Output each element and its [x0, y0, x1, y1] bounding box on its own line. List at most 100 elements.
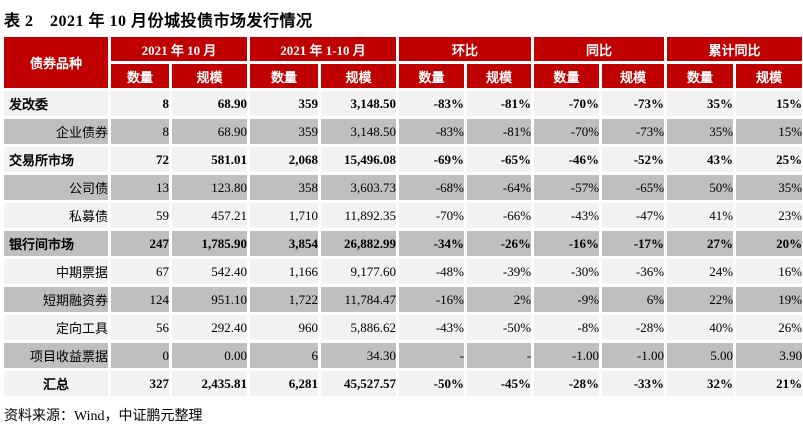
row-label: 公司债 [4, 175, 108, 200]
sub-header-quantity-1: 数量 [250, 64, 319, 88]
cell-value: 20% [736, 231, 803, 256]
cell-value: 32% [667, 371, 734, 396]
cell-value: 68.90 [172, 91, 248, 116]
row-label: 发改委 [4, 91, 108, 116]
group-header-3: 同比 [534, 37, 665, 61]
cell-value: - [399, 343, 465, 368]
cell-value: -48% [399, 259, 465, 284]
cell-value: 6,281 [250, 371, 319, 396]
bond-issuance-table: 债券品种 2021 年 10 月 2021 年 1-10 月环比 同比 累计同比 数量 规模… [1, 34, 803, 399]
cell-value: 960 [250, 315, 319, 340]
cell-value: 1,722 [250, 287, 319, 312]
group-header-4: 累计同比 [667, 37, 803, 61]
cell-value: 0.00 [172, 343, 248, 368]
cell-value: -73% [602, 119, 665, 144]
source-note: 资料来源：Wind，中证鹏元整理 [4, 409, 203, 424]
table-row: 中期票据 67 542.40 1,166 9,177.60 -48% -39% -30% -36… [4, 259, 803, 284]
cell-value: - [467, 343, 532, 368]
cell-value: 3,603.73 [321, 175, 397, 200]
cell-value: -65% [467, 147, 532, 172]
sub-header-quantity-4: 数量 [667, 64, 734, 88]
cell-value: 5,886.62 [321, 315, 397, 340]
row-label: 银行间市场 [4, 231, 108, 256]
table-row: 公司债 13 123.80 358 3,603.73 -68% -64% -57% -65% 50… [4, 175, 803, 200]
table-row: 发改委 8 68.90 359 3,148.50 -83% -81% -70% -73% 35% 1… [4, 91, 803, 116]
table-body: 发改委 8 68.90 359 3,148.50 -83% -81% -70% -73% 35% 1… [4, 91, 803, 396]
cell-value: -43% [534, 203, 600, 228]
sub-header-scale-0: 规模 [172, 64, 248, 88]
row-label: 短期融资券 [4, 287, 108, 312]
cell-value: 24% [667, 259, 734, 284]
cell-value: -34% [399, 231, 465, 256]
cell-value: 26,882.99 [321, 231, 397, 256]
cell-value: -26% [467, 231, 532, 256]
cell-value: -64% [467, 175, 532, 200]
cell-value: -57% [534, 175, 600, 200]
cell-value: -70% [534, 91, 600, 116]
cell-value: -16% [399, 287, 465, 312]
cell-value: -36% [602, 259, 665, 284]
cell-value: 5.00 [667, 343, 734, 368]
cell-value: 1,710 [250, 203, 319, 228]
cell-value: 15% [736, 91, 803, 116]
cell-value: 45,527.57 [321, 371, 397, 396]
cell-value: 124 [111, 287, 169, 312]
row-label: 交易所市场 [4, 147, 108, 172]
cell-value: 19% [736, 287, 803, 312]
sub-header-scale-1: 规模 [321, 64, 397, 88]
sub-header-scale-4: 规模 [736, 64, 803, 88]
cell-value: -39% [467, 259, 532, 284]
cell-value: 41% [667, 203, 734, 228]
cell-value: 23% [736, 203, 803, 228]
cell-value: 3.90 [736, 343, 803, 368]
cell-value: 35% [667, 91, 734, 116]
cell-value: -66% [467, 203, 532, 228]
cell-value: -81% [467, 91, 532, 116]
sub-header-quantity-0: 数量 [111, 64, 169, 88]
table-row: 汇总 327 2,435.81 6,281 45,527.57 -50% -45% -28% -… [4, 371, 803, 396]
table-row: 定向工具 56 292.40 960 5,886.62 -43% -50% -8% -28% 40… [4, 315, 803, 340]
cell-value: 35% [667, 119, 734, 144]
cell-value: 2% [467, 287, 532, 312]
cell-value: 59 [111, 203, 169, 228]
table-row: 私募债 59 457.21 1,710 11,892.35 -70% -66% -43% -47… [4, 203, 803, 228]
cell-value: -28% [602, 315, 665, 340]
cell-value: 358 [250, 175, 319, 200]
cell-value: -43% [399, 315, 465, 340]
row-label: 汇总 [4, 371, 108, 396]
cell-value: 2,068 [250, 147, 319, 172]
cell-value: -16% [534, 231, 600, 256]
table-row: 项目收益票据 0 0.00 6 34.30- - -1.00 -1.00 5.00 3.90 [4, 343, 803, 368]
row-label: 定向工具 [4, 315, 108, 340]
cell-value: 50% [667, 175, 734, 200]
cell-value: 13 [111, 175, 169, 200]
row-label: 私募债 [4, 203, 108, 228]
sub-header-scale-2: 规模 [467, 64, 532, 88]
cell-value: 581.01 [172, 147, 248, 172]
cell-value: 15,496.08 [321, 147, 397, 172]
cell-value: 3,148.50 [321, 91, 397, 116]
cell-value: -70% [534, 119, 600, 144]
cell-value: 26% [736, 315, 803, 340]
cell-value: 951.10 [172, 287, 248, 312]
cell-value: 16% [736, 259, 803, 284]
cell-value: 15% [736, 119, 803, 144]
cell-value: 1,166 [250, 259, 319, 284]
cell-value: 25% [736, 147, 803, 172]
cell-value: 21% [736, 371, 803, 396]
cell-value: -50% [467, 315, 532, 340]
cell-value: 2,435.81 [172, 371, 248, 396]
cell-value: -65% [602, 175, 665, 200]
cell-value: 6 [250, 343, 319, 368]
cell-value: -9% [534, 287, 600, 312]
table-row: 企业债券 8 68.90 359 3,148.50 -83% -81% -70% -73% 35%… [4, 119, 803, 144]
cell-value: -50% [399, 371, 465, 396]
cell-value: 43% [667, 147, 734, 172]
cell-value: -30% [534, 259, 600, 284]
cell-value: 34.30 [321, 343, 397, 368]
cell-value: 11,892.35 [321, 203, 397, 228]
cell-value: -69% [399, 147, 465, 172]
row-label: 企业债券 [4, 119, 108, 144]
cell-value: -68% [399, 175, 465, 200]
